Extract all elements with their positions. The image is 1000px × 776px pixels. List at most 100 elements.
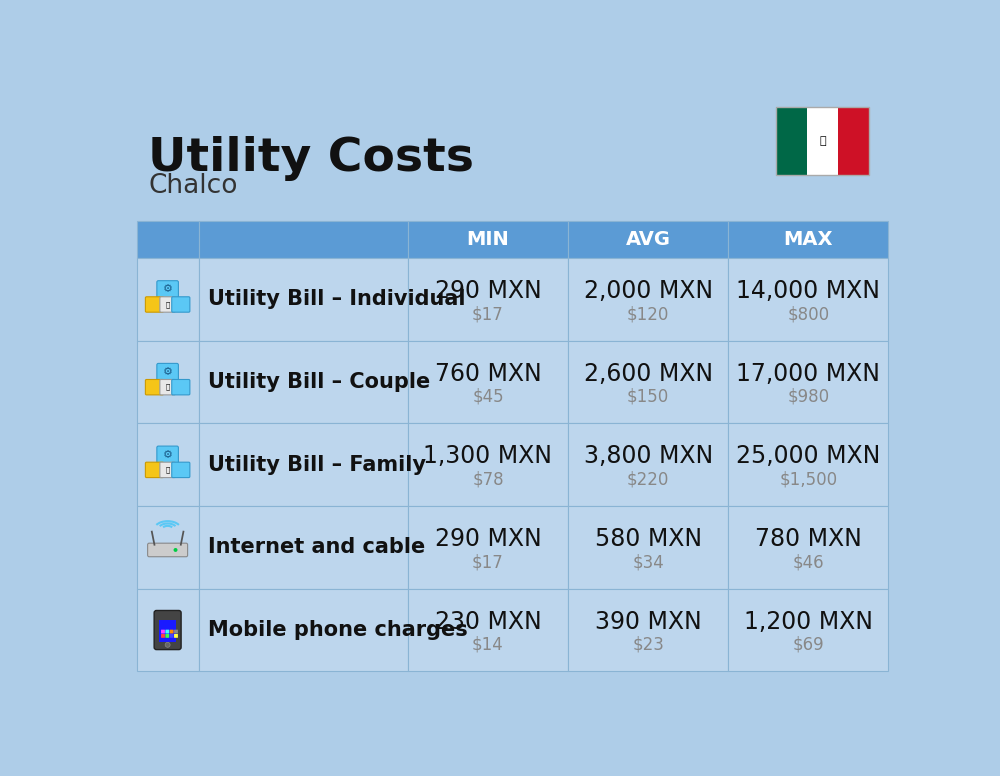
FancyBboxPatch shape [568, 221, 728, 258]
FancyBboxPatch shape [145, 379, 164, 395]
FancyBboxPatch shape [408, 589, 568, 671]
FancyBboxPatch shape [728, 423, 888, 506]
Text: Utility Bill – Couple: Utility Bill – Couple [208, 372, 430, 392]
Text: 2,000 MXN: 2,000 MXN [584, 279, 713, 303]
FancyBboxPatch shape [137, 221, 199, 258]
Text: 👤: 👤 [166, 384, 170, 390]
Text: AVG: AVG [626, 230, 671, 249]
FancyBboxPatch shape [160, 296, 175, 312]
Text: $14: $14 [472, 636, 504, 654]
FancyBboxPatch shape [165, 634, 169, 638]
Circle shape [174, 548, 178, 552]
Text: MAX: MAX [784, 230, 833, 249]
Text: 14,000 MXN: 14,000 MXN [736, 279, 880, 303]
FancyBboxPatch shape [408, 423, 568, 506]
FancyBboxPatch shape [148, 543, 188, 556]
FancyBboxPatch shape [172, 379, 190, 395]
Text: ⚙: ⚙ [163, 367, 173, 377]
FancyBboxPatch shape [170, 629, 174, 633]
Text: 1,200 MXN: 1,200 MXN [744, 610, 873, 634]
FancyBboxPatch shape [807, 107, 838, 175]
FancyBboxPatch shape [199, 506, 408, 589]
Text: Utility Bill – Individual: Utility Bill – Individual [208, 289, 465, 310]
FancyBboxPatch shape [157, 363, 178, 381]
FancyBboxPatch shape [199, 423, 408, 506]
FancyBboxPatch shape [137, 258, 199, 341]
Text: Mobile phone charges: Mobile phone charges [208, 620, 468, 640]
Text: $220: $220 [627, 470, 669, 489]
FancyBboxPatch shape [728, 221, 888, 258]
Text: $120: $120 [627, 305, 669, 323]
Circle shape [165, 643, 170, 647]
FancyBboxPatch shape [199, 258, 408, 341]
FancyBboxPatch shape [172, 296, 190, 312]
Text: $800: $800 [787, 305, 829, 323]
FancyBboxPatch shape [174, 629, 178, 633]
FancyBboxPatch shape [199, 341, 408, 423]
FancyBboxPatch shape [568, 341, 728, 423]
Text: $23: $23 [632, 636, 664, 654]
FancyBboxPatch shape [568, 258, 728, 341]
Text: 2,600 MXN: 2,600 MXN [584, 362, 713, 386]
FancyBboxPatch shape [568, 589, 728, 671]
FancyBboxPatch shape [199, 589, 408, 671]
Text: $1,500: $1,500 [779, 470, 837, 489]
FancyBboxPatch shape [161, 634, 165, 638]
Text: 580 MXN: 580 MXN [595, 527, 702, 551]
Text: $980: $980 [787, 388, 829, 406]
FancyBboxPatch shape [154, 611, 181, 650]
FancyBboxPatch shape [161, 629, 165, 633]
FancyBboxPatch shape [568, 423, 728, 506]
FancyBboxPatch shape [145, 296, 164, 312]
Text: Internet and cable: Internet and cable [208, 537, 425, 557]
Text: ⚙: ⚙ [163, 450, 173, 460]
FancyBboxPatch shape [728, 506, 888, 589]
Text: 390 MXN: 390 MXN [595, 610, 702, 634]
Text: $34: $34 [632, 553, 664, 571]
Text: Utility Costs: Utility Costs [148, 137, 474, 182]
Text: 1,300 MXN: 1,300 MXN [423, 445, 552, 469]
FancyBboxPatch shape [137, 506, 199, 589]
Text: $46: $46 [792, 553, 824, 571]
Text: ⚙: ⚙ [163, 285, 173, 294]
FancyBboxPatch shape [160, 379, 175, 395]
Text: 290 MXN: 290 MXN [435, 279, 541, 303]
FancyBboxPatch shape [728, 258, 888, 341]
FancyBboxPatch shape [776, 107, 807, 175]
FancyBboxPatch shape [174, 634, 178, 638]
FancyBboxPatch shape [137, 341, 199, 423]
Text: Chalco: Chalco [148, 173, 238, 199]
FancyBboxPatch shape [172, 462, 190, 477]
Text: $69: $69 [792, 636, 824, 654]
Text: $17: $17 [472, 305, 504, 323]
Text: 760 MXN: 760 MXN [435, 362, 541, 386]
FancyBboxPatch shape [157, 281, 178, 298]
FancyBboxPatch shape [159, 620, 176, 643]
Text: Utility Bill – Family: Utility Bill – Family [208, 455, 426, 475]
Text: 👤: 👤 [166, 466, 170, 473]
FancyBboxPatch shape [568, 506, 728, 589]
FancyBboxPatch shape [165, 629, 169, 633]
FancyBboxPatch shape [199, 221, 408, 258]
FancyBboxPatch shape [408, 341, 568, 423]
Text: 25,000 MXN: 25,000 MXN [736, 445, 880, 469]
Text: 👤: 👤 [166, 301, 170, 308]
FancyBboxPatch shape [137, 589, 199, 671]
FancyBboxPatch shape [728, 589, 888, 671]
Text: 🦅: 🦅 [819, 136, 826, 146]
FancyBboxPatch shape [728, 341, 888, 423]
FancyBboxPatch shape [145, 462, 164, 477]
Text: $78: $78 [472, 470, 504, 489]
FancyBboxPatch shape [408, 221, 568, 258]
FancyBboxPatch shape [157, 446, 178, 463]
Text: MIN: MIN [467, 230, 509, 249]
Text: 17,000 MXN: 17,000 MXN [736, 362, 880, 386]
Text: $17: $17 [472, 553, 504, 571]
FancyBboxPatch shape [137, 423, 199, 506]
Text: 3,800 MXN: 3,800 MXN [584, 445, 713, 469]
Text: $45: $45 [472, 388, 504, 406]
FancyBboxPatch shape [408, 506, 568, 589]
FancyBboxPatch shape [838, 107, 869, 175]
FancyBboxPatch shape [160, 462, 175, 477]
Text: $150: $150 [627, 388, 669, 406]
